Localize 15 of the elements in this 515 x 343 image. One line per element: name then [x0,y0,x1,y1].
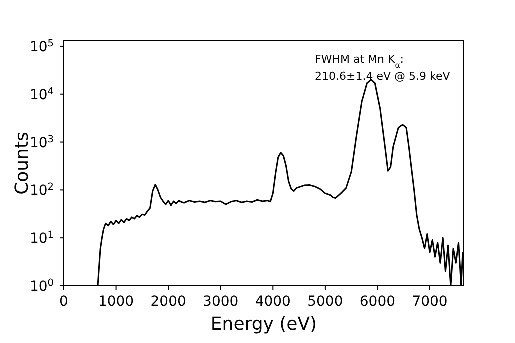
y-tick-label: 10$^{0}$ [30,278,54,295]
x-tick-label: 1000 [98,294,134,310]
x-tick-label: 6000 [360,294,396,310]
x-tick-label: 0 [60,294,68,310]
y-tick-label: 10$^{5}$ [30,38,54,56]
x-axis-title: Energy (eV) [210,314,318,335]
x-tick-label: 5000 [308,294,344,310]
x-tick-label: 7000 [412,294,448,310]
x-tick-label: 3000 [203,294,239,310]
annotation: 210.6±1.4 eV @ 5.9 keV [315,70,451,83]
x-tick-label: 2000 [150,294,186,310]
x-tick-label: 4000 [255,294,291,310]
annotation: FWHM at Mn K$_{α}$: [315,53,404,70]
y-tick-label: 10$^{4}$ [30,86,54,104]
y-tick-label: 10$^{1}$ [30,230,54,248]
